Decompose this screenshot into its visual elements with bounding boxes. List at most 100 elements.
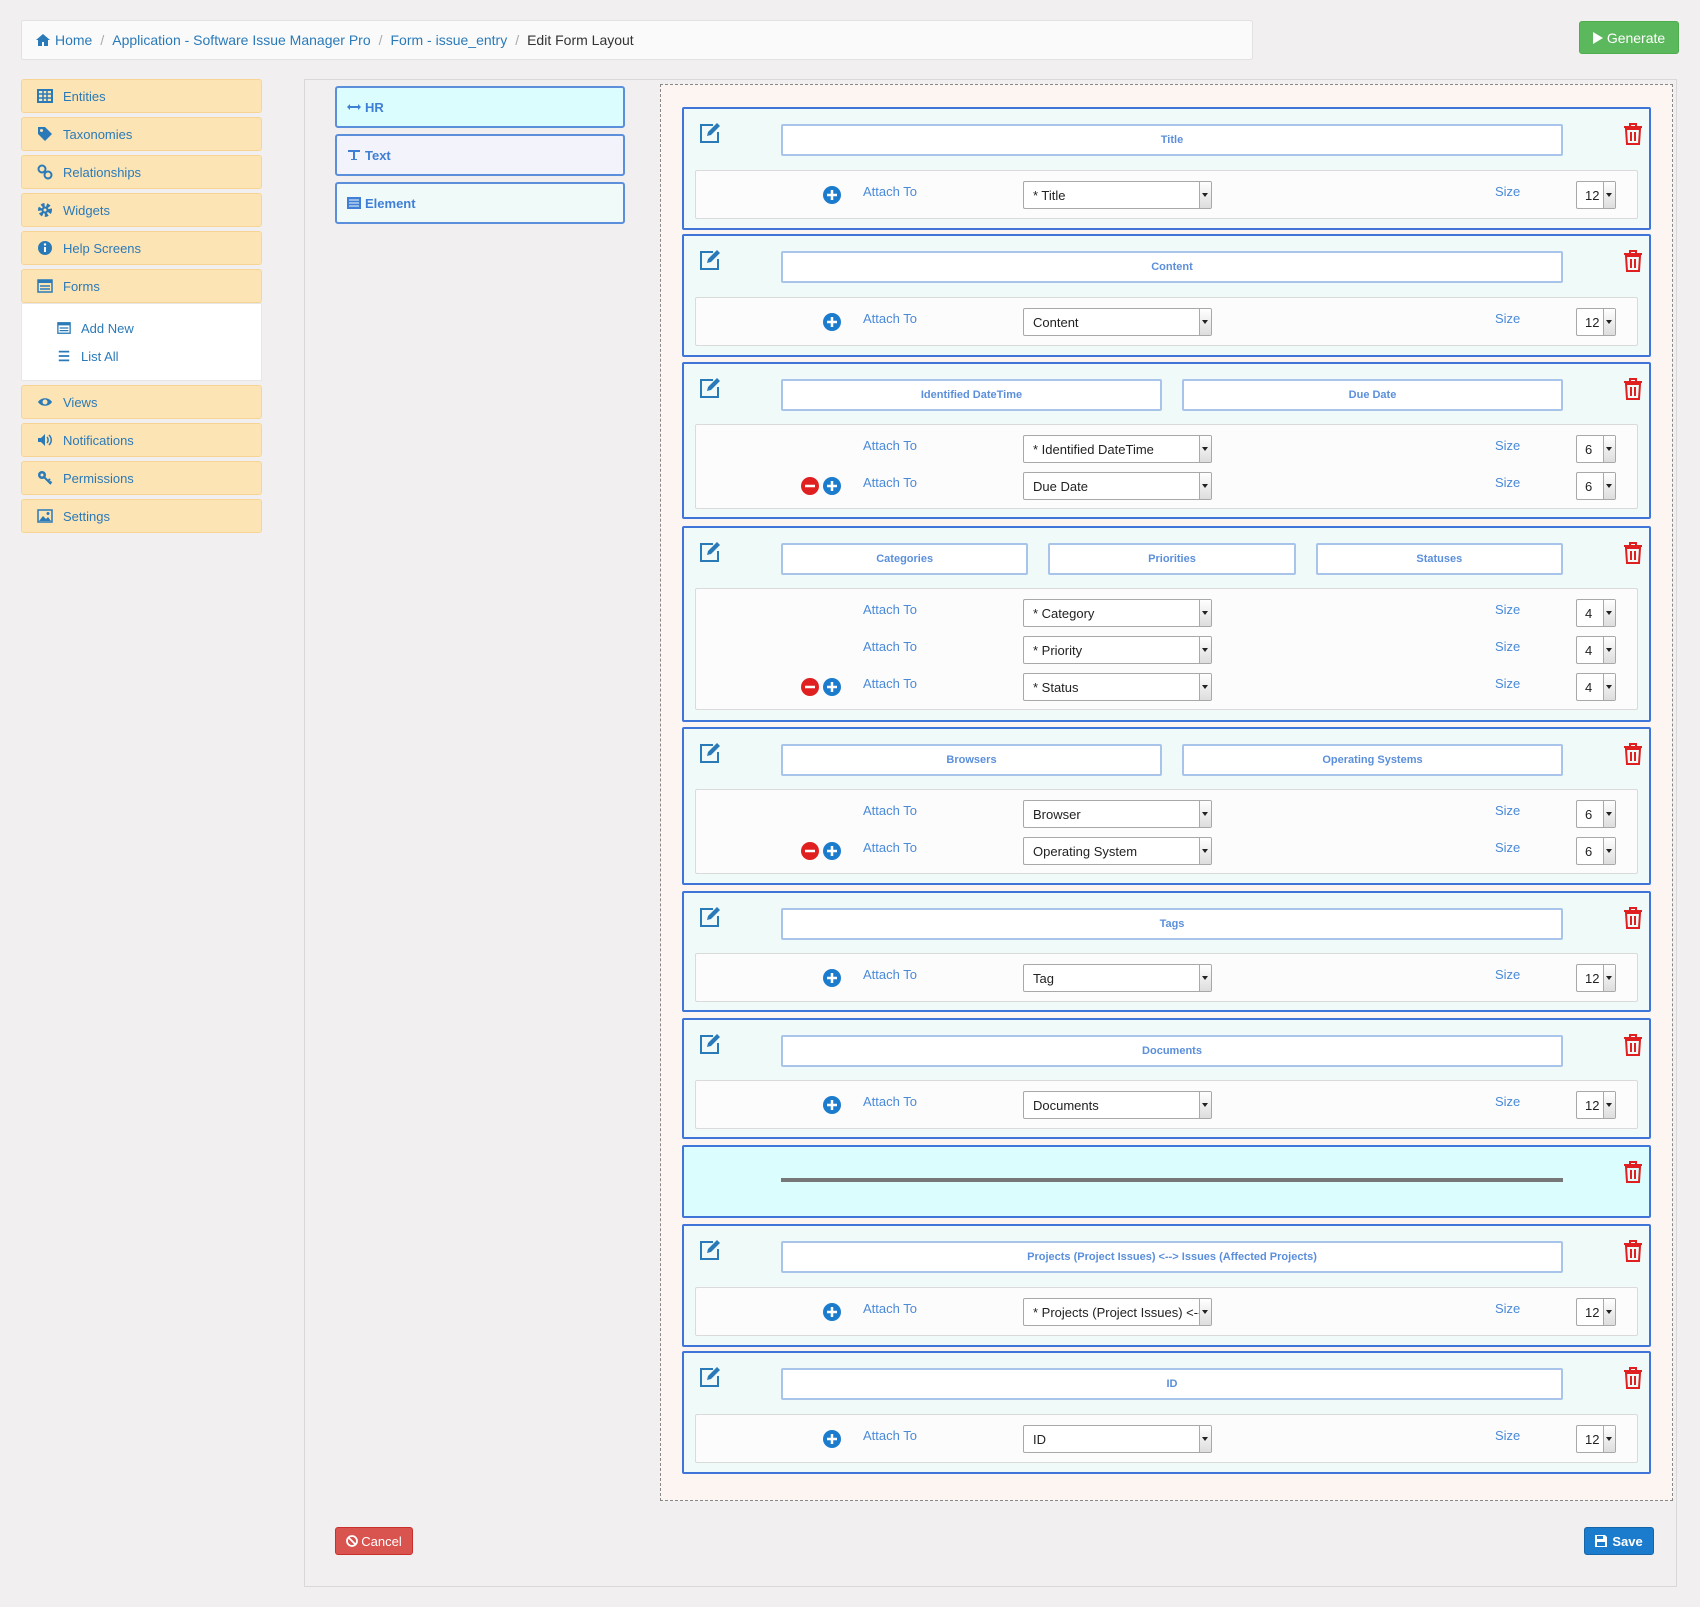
minus-circle-icon[interactable] [800,677,820,697]
edit-icon[interactable] [698,1240,720,1262]
layout-row[interactable]: Browsers Operating Systems Attach To Bro… [682,727,1651,885]
edit-icon[interactable] [698,123,720,145]
sidebar-item-relationships[interactable]: Relationships [21,155,262,189]
size-select[interactable]: 6 [1576,435,1616,463]
size-select[interactable]: 4 [1576,673,1616,701]
attach-field-select[interactable]: * Identified DateTime [1023,435,1212,463]
field-label[interactable]: Priorities [1048,543,1296,575]
plus-circle-icon[interactable] [822,476,842,496]
size-select[interactable]: 12 [1576,181,1616,209]
field-label[interactable]: Browsers [781,744,1162,776]
size-select[interactable]: 4 [1576,636,1616,664]
plus-circle-icon[interactable] [822,312,842,332]
attach-field-select[interactable]: * Projects (Project Issues) <--> [1023,1298,1212,1326]
edit-icon[interactable] [698,542,720,564]
sidebar-item-widgets[interactable]: Widgets [21,193,262,227]
sidebar-item-entities[interactable]: Entities [21,79,262,113]
layout-row[interactable]: Identified DateTime Due Date Attach To *… [682,362,1651,519]
trash-icon[interactable] [1623,1034,1643,1056]
plus-circle-icon[interactable] [822,1095,842,1115]
layout-row[interactable]: Title Attach To * Title Size 12 [682,107,1651,230]
trash-icon[interactable] [1623,907,1643,929]
sidebar-item-settings[interactable]: Settings [21,499,262,533]
home-icon[interactable] [36,34,50,46]
submenu-add-new[interactable]: Add New [22,314,261,342]
attach-field-select[interactable]: Due Date [1023,472,1212,500]
trash-icon[interactable] [1623,1367,1643,1389]
layout-row[interactable]: Documents Attach To Documents Size 12 [682,1018,1651,1139]
submenu-list-all[interactable]: List All [22,342,261,370]
size-select[interactable]: 12 [1576,308,1616,336]
plus-circle-icon[interactable] [822,841,842,861]
field-label[interactable]: Operating Systems [1182,744,1563,776]
size-select[interactable]: 12 [1576,1091,1616,1119]
size-select[interactable]: 12 [1576,964,1616,992]
plus-circle-icon[interactable] [822,185,842,205]
minus-circle-icon[interactable] [800,841,820,861]
edit-icon[interactable] [698,1367,720,1389]
field-label[interactable]: Categories [781,543,1029,575]
attach-field-select[interactable]: Operating System [1023,837,1212,865]
layout-row-hr[interactable] [682,1145,1651,1218]
attach-field-select[interactable]: * Category [1023,599,1212,627]
field-label[interactable]: Statuses [1315,543,1563,575]
sidebar-item-taxonomies[interactable]: Taxonomies [21,117,262,151]
field-label[interactable]: Due Date [1182,379,1563,411]
plus-circle-icon[interactable] [822,968,842,988]
edit-icon[interactable] [698,743,720,765]
breadcrumb-form[interactable]: Form - issue_entry [390,32,508,48]
plus-circle-icon[interactable] [822,1429,842,1449]
sidebar-item-help-screens[interactable]: Help Screens [21,231,262,265]
edit-icon[interactable] [698,378,720,400]
field-label[interactable]: Projects (Project Issues) <--> Issues (A… [781,1241,1563,1273]
size-select[interactable]: 6 [1576,800,1616,828]
edit-icon[interactable] [698,907,720,929]
toolbox-text[interactable]: Text [335,134,625,176]
plus-circle-icon[interactable] [822,1302,842,1322]
size-select[interactable]: 6 [1576,472,1616,500]
layout-row[interactable]: Content Attach To Content Size 12 [682,234,1651,357]
size-select[interactable]: 4 [1576,599,1616,627]
generate-button[interactable]: Generate [1579,21,1679,54]
layout-row[interactable]: Categories Priorities Statuses Attach To… [682,526,1651,722]
trash-icon[interactable] [1623,378,1643,400]
plus-circle-icon[interactable] [822,677,842,697]
trash-icon[interactable] [1623,743,1643,765]
toolbox-element[interactable]: Element [335,182,625,224]
size-select[interactable]: 12 [1576,1298,1616,1326]
field-label[interactable]: Identified DateTime [781,379,1162,411]
field-label[interactable]: Title [781,124,1563,156]
sidebar-item-notifications[interactable]: Notifications [21,423,262,457]
attach-field-select[interactable]: Tag [1023,964,1212,992]
breadcrumb-home[interactable]: Home [55,32,93,48]
sidebar-item-permissions[interactable]: Permissions [21,461,262,495]
trash-icon[interactable] [1623,1161,1643,1183]
field-label[interactable]: Content [781,251,1563,283]
edit-icon[interactable] [698,1034,720,1056]
minus-circle-icon[interactable] [800,476,820,496]
size-select[interactable]: 6 [1576,837,1616,865]
trash-icon[interactable] [1623,1240,1643,1262]
save-button[interactable]: Save [1584,1527,1654,1555]
field-label[interactable]: Documents [781,1035,1563,1067]
layout-row[interactable]: Projects (Project Issues) <--> Issues (A… [682,1224,1651,1347]
size-select[interactable]: 12 [1576,1425,1616,1453]
attach-field-select[interactable]: Content [1023,308,1212,336]
cancel-button[interactable]: Cancel [335,1527,413,1555]
layout-row[interactable]: ID Attach To ID Size 12 [682,1351,1651,1474]
attach-field-select[interactable]: ID [1023,1425,1212,1453]
sidebar-item-views[interactable]: Views [21,385,262,419]
trash-icon[interactable] [1623,250,1643,272]
sidebar-item-forms[interactable]: Forms [21,269,262,303]
breadcrumb-application[interactable]: Application - Software Issue Manager Pro [112,32,371,48]
toolbox-hr[interactable]: HR [335,86,625,128]
field-label[interactable]: Tags [781,908,1563,940]
trash-icon[interactable] [1623,123,1643,145]
attach-field-select[interactable]: * Title [1023,181,1212,209]
attach-field-select[interactable]: * Status [1023,673,1212,701]
attach-field-select[interactable]: Documents [1023,1091,1212,1119]
layout-row[interactable]: Tags Attach To Tag Size 12 [682,891,1651,1012]
edit-icon[interactable] [698,250,720,272]
field-label[interactable]: ID [781,1368,1563,1400]
trash-icon[interactable] [1623,542,1643,564]
